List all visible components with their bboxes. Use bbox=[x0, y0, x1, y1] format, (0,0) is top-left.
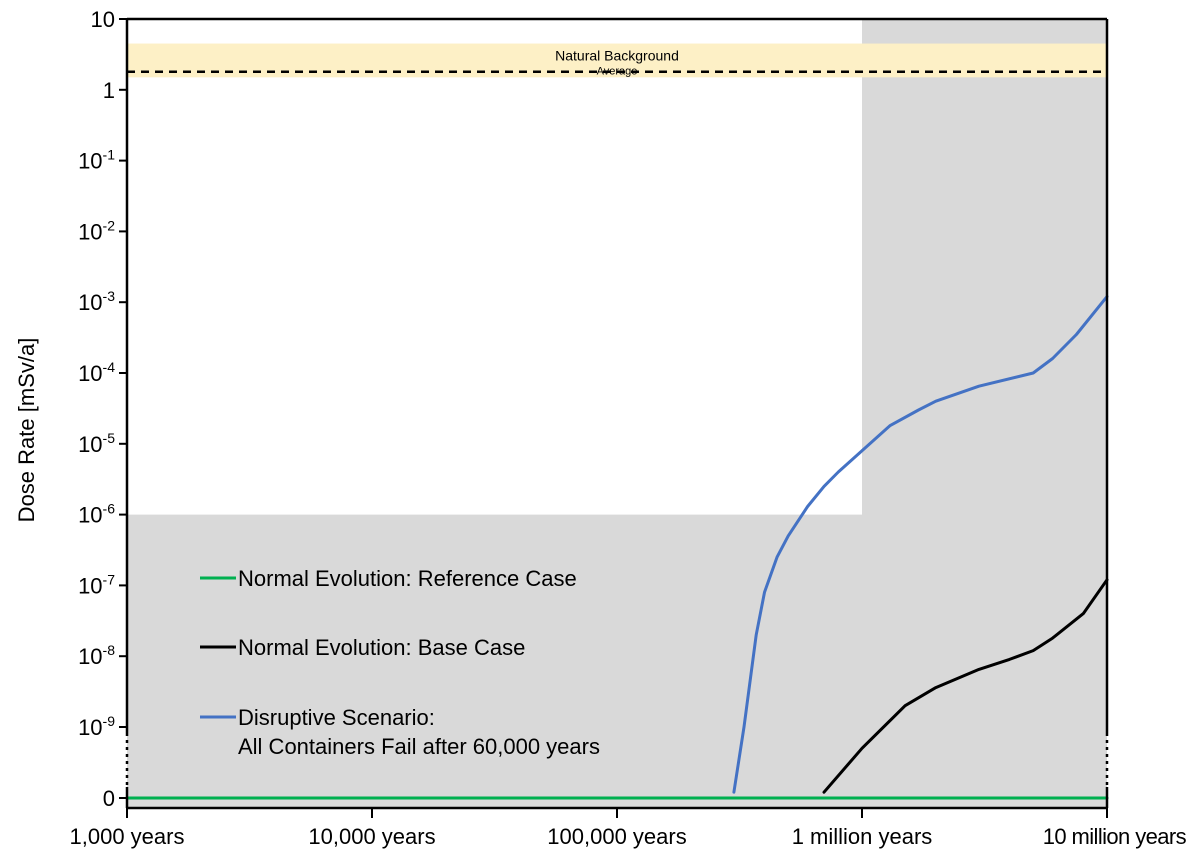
legend: Normal Evolution: Reference Case Normal … bbox=[200, 566, 600, 759]
ticks: 10 1 10-1 10-2 10-3 10-4 10-5 10-6 10-7 10-8 10-9 0… bbox=[70, 7, 1188, 849]
series-line-1 bbox=[822, 578, 1109, 794]
natural-background-band: Natural Background Average bbox=[127, 43, 1107, 78]
legend-label-disruptive-scenario: Disruptive Scenario: bbox=[238, 705, 435, 730]
x-tick-label-2: 100,000 years bbox=[547, 824, 686, 849]
shaded-regions bbox=[127, 19, 1107, 808]
series-line-2 bbox=[732, 295, 1109, 794]
y-tick-label-5: 10-4 bbox=[78, 359, 115, 386]
x-tick-label-0: 1,000 years bbox=[70, 824, 185, 849]
x-tick-label-3: 1 million years bbox=[792, 824, 933, 849]
y-tick-label-0: 10 bbox=[91, 7, 115, 32]
natural-background-average-label: Average bbox=[597, 66, 638, 78]
y-tick-label-3: 10-2 bbox=[78, 217, 115, 244]
legend-label-base-case: Normal Evolution: Base Case bbox=[238, 635, 525, 660]
natural-background-label: Natural Background bbox=[555, 48, 679, 64]
y-tick-label-10: 10-9 bbox=[78, 713, 115, 740]
y-tick-label-7: 10-6 bbox=[78, 501, 115, 528]
shaded-region-1 bbox=[862, 19, 1107, 808]
y-tick-label-8: 10-7 bbox=[78, 571, 115, 598]
y-tick-label-11: 0 bbox=[103, 786, 115, 811]
y-tick-label-9: 10-8 bbox=[78, 642, 115, 669]
legend-label-reference-case: Normal Evolution: Reference Case bbox=[238, 566, 577, 591]
series-lines bbox=[125, 295, 1109, 800]
y-axis-title: Dose Rate [mSv/a] bbox=[14, 338, 39, 523]
y-tick-label-2: 10-1 bbox=[78, 147, 115, 174]
y-tick-label-4: 10-3 bbox=[78, 288, 115, 315]
y-tick-label-1: 1 bbox=[103, 78, 115, 103]
y-tick-label-6: 10-5 bbox=[78, 430, 115, 457]
legend-label-disruptive-scenario-line2: All Containers Fail after 60,000 years bbox=[238, 734, 600, 759]
x-tick-label-1: 10,000 years bbox=[308, 824, 435, 849]
x-tick-label-4: 10 million years bbox=[1043, 824, 1187, 849]
